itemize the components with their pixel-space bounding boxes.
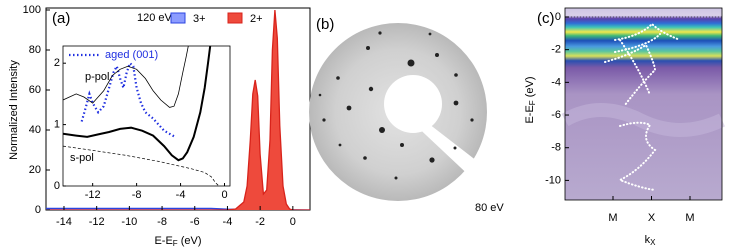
legend-label: 2+ <box>250 13 263 25</box>
x-tick-label: -12 <box>85 189 101 201</box>
x-tick-label: 0 <box>221 189 227 201</box>
axis-c: 0 -2 -4 -6 -8 -10 M X M <box>545 11 694 224</box>
y-tick-label: -6 <box>551 109 561 121</box>
inset-area <box>63 46 220 186</box>
y-tick-label: -2 <box>551 44 561 56</box>
legend-label: 3+ <box>193 13 206 25</box>
x-tick-label: -8 <box>132 189 142 201</box>
x-tick-label: -10 <box>121 216 137 228</box>
x-tick-label: M <box>685 212 694 224</box>
y-tick-label: 40 <box>29 124 41 136</box>
legend-swatch <box>227 12 243 24</box>
inset-frame <box>62 45 231 187</box>
y-tick-label: 0 <box>54 180 60 192</box>
y-tick-label: -4 <box>551 76 561 88</box>
plot-frame <box>564 7 723 201</box>
panel-label: (c) <box>537 10 555 27</box>
line <box>63 46 212 162</box>
x-axis-label: kX <box>645 234 657 247</box>
x-tick-label: -8 <box>157 216 167 228</box>
y-tick-label: 60 <box>29 84 41 96</box>
x-tick-label: -6 <box>190 216 200 228</box>
line <box>63 46 189 108</box>
annotation: 120 eV <box>137 12 173 24</box>
y-tick-label: 20 <box>29 164 41 176</box>
x-axis-label: E-EF (eV) <box>154 235 201 248</box>
series-label: s-pol <box>70 152 94 164</box>
y-tick-label: 2 <box>54 57 60 69</box>
y-tick-label: 0 <box>555 11 561 23</box>
y-tick-label: 100 <box>23 4 41 16</box>
y-tick-label: 80 <box>29 44 41 56</box>
arpes-image <box>561 8 726 200</box>
line <box>63 145 220 186</box>
y-tick-label: -10 <box>545 174 561 186</box>
series-label: p-pol <box>85 71 109 83</box>
x-tick-label: X <box>648 212 656 224</box>
annotation: 80 eV <box>475 202 504 214</box>
line <box>46 9 310 210</box>
panel-label: (b) <box>316 16 334 33</box>
y-axis-label: E-EF (eV) <box>524 76 537 123</box>
x-tick-label: -4 <box>176 189 186 201</box>
x-tick-label: M <box>608 212 617 224</box>
y-tick-label: 0 <box>35 204 41 216</box>
panel-label: (a) <box>52 10 70 27</box>
legend-swatch <box>170 12 186 24</box>
plot-area <box>46 9 310 210</box>
x-tick-label: -12 <box>89 216 105 228</box>
legend-label: aged (001) <box>105 49 158 61</box>
y-tick-label: 1 <box>54 119 60 131</box>
y-axis-label: Normalized Intensity <box>8 60 20 160</box>
x-tick-label: -2 <box>255 216 265 228</box>
leed-image <box>309 23 487 201</box>
x-tick-label: -14 <box>56 216 72 228</box>
x-tick-label: -4 <box>223 216 233 228</box>
x-tick-label: 0 <box>290 216 296 228</box>
y-tick-label: -8 <box>551 142 561 154</box>
